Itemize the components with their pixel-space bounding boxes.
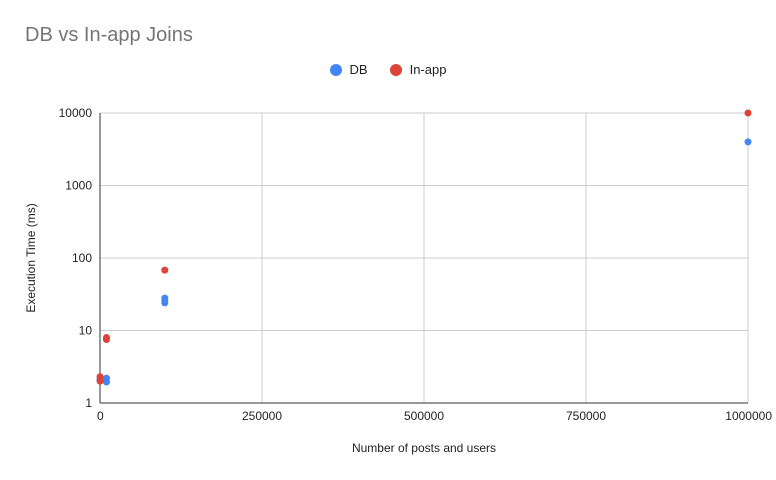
data-point-db[interactable] <box>744 138 752 146</box>
y-tick-label: 100 <box>72 251 92 265</box>
legend: DB In-app <box>0 62 776 77</box>
legend-swatch-in-app <box>389 63 402 76</box>
y-tick-label: 10000 <box>59 106 93 120</box>
x-tick-label: 500000 <box>404 409 444 423</box>
y-axis-title: Execution Time (ms) <box>24 203 38 312</box>
data-point-db[interactable] <box>102 378 110 386</box>
data-point-in-app[interactable] <box>161 266 169 274</box>
y-tick-label: 1 <box>85 396 92 410</box>
legend-item-in-app[interactable]: In-app <box>389 62 447 77</box>
x-tick-label: 0 <box>97 409 104 423</box>
y-tick-label: 10 <box>79 324 93 338</box>
axes <box>99 113 748 404</box>
x-tick-label: 750000 <box>566 409 606 423</box>
data-point-db[interactable] <box>161 294 169 302</box>
legend-item-db[interactable]: DB <box>329 62 368 77</box>
tick-labels: 1 10 100 1000 10000 0 250000 500000 750000 100000… <box>59 106 773 423</box>
data-point-in-app[interactable] <box>102 334 110 342</box>
x-tick-label: 1000000 <box>725 409 772 423</box>
x-axis-title: Number of posts and users <box>352 441 496 455</box>
data-points <box>96 109 752 386</box>
chart-title: DB vs In-app Joins <box>25 24 193 46</box>
x-tick-label: 250000 <box>242 409 282 423</box>
legend-label-db: DB <box>349 62 368 77</box>
data-point-in-app[interactable] <box>744 109 752 117</box>
legend-label-in-app: In-app <box>409 62 447 77</box>
legend-swatch-db <box>329 63 342 76</box>
gridlines <box>100 112 749 403</box>
data-point-in-app[interactable] <box>96 373 104 381</box>
y-tick-label: 1000 <box>65 179 92 193</box>
